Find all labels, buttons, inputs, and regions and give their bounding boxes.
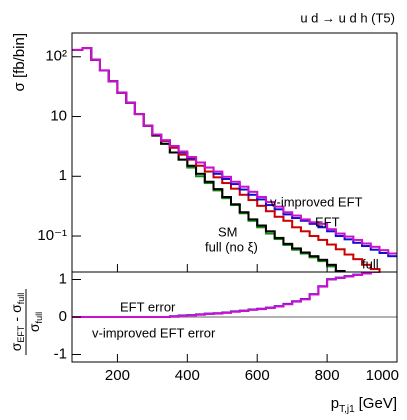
subscript: full bbox=[34, 312, 44, 324]
subscript: full bbox=[16, 293, 26, 305]
y-tick-label: 10² bbox=[45, 48, 67, 65]
ratio-plot-area bbox=[72, 272, 397, 318]
ratio-label-numerator: σEFT-σfull bbox=[8, 293, 27, 351]
series-label: v-improved EFT error bbox=[92, 325, 216, 340]
series-label: SM bbox=[218, 224, 238, 239]
x-tick-label: 800 bbox=[315, 367, 340, 384]
x-tick-label: 1000 bbox=[366, 367, 399, 384]
y-tick-label: 1 bbox=[59, 270, 67, 287]
ratio-frame bbox=[71, 271, 398, 363]
x-tick-label: 600 bbox=[245, 367, 270, 384]
y-tick-label: 10 bbox=[50, 107, 67, 124]
y-tick-label: 1 bbox=[59, 167, 67, 184]
x-axis-label: pT,j1 [GeV] bbox=[331, 395, 397, 415]
top-plot-area bbox=[72, 47, 397, 272]
y-tick-label: 0 bbox=[59, 308, 67, 325]
y-tick-label: -1 bbox=[54, 345, 67, 362]
symbol: σ bbox=[8, 304, 24, 313]
symbol: σ bbox=[26, 323, 42, 332]
ratio-y-axis-label: σEFT-σfull σfull bbox=[8, 289, 45, 355]
series-label: full bbox=[362, 256, 379, 271]
operator: - bbox=[8, 317, 24, 322]
unit: [GeV] bbox=[359, 395, 397, 412]
series-label: full (no ξ) bbox=[205, 239, 258, 254]
x-tick-label: 400 bbox=[175, 367, 200, 384]
chart-title: u d → u d h (T5) bbox=[300, 10, 395, 25]
y-tick-label: 10⁻¹ bbox=[37, 227, 67, 244]
x-tick-label: 200 bbox=[105, 367, 130, 384]
series-label: EFT error bbox=[120, 299, 176, 314]
symbol: σ bbox=[8, 342, 24, 351]
y-axis-label: σ [fb/bin] bbox=[11, 33, 28, 91]
series-label: v-improved EFT bbox=[270, 194, 363, 209]
subscript: T,j1 bbox=[339, 404, 355, 415]
subscript: EFT bbox=[16, 325, 26, 343]
ratio-label-denominator: σfull bbox=[26, 312, 45, 332]
symbol: p bbox=[331, 395, 339, 412]
series-label: EFT bbox=[315, 214, 340, 229]
